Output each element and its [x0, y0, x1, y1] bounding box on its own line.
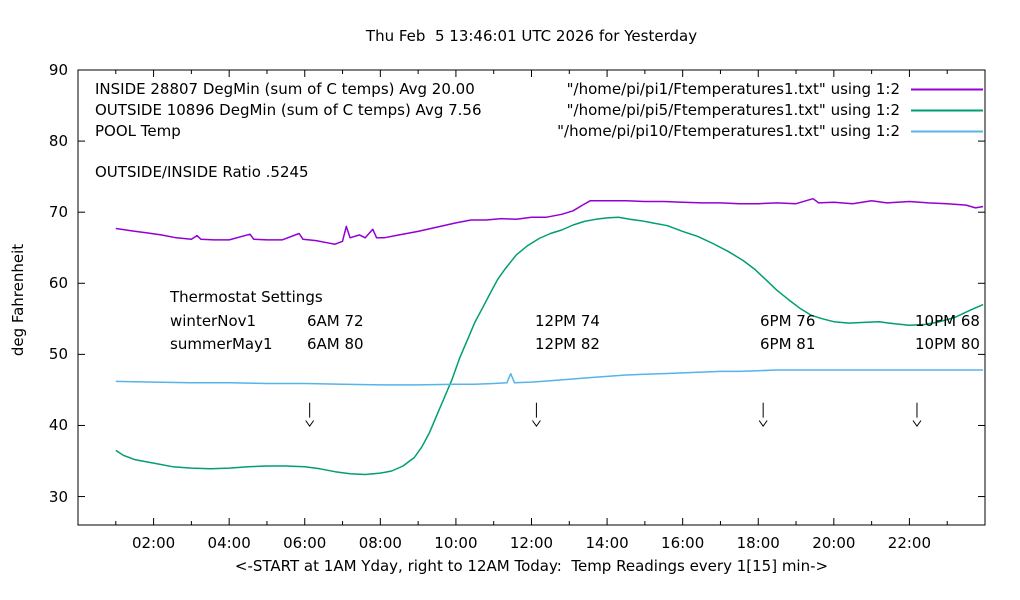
x-tick-label: 10:00 — [434, 534, 478, 552]
arrow-head-icon — [912, 420, 922, 428]
outside-inside-ratio: OUTSIDE/INSIDE Ratio .5245 — [95, 163, 309, 181]
y-tick-label: 30 — [48, 487, 68, 506]
thermostat-summer-10pm: 10PM 80 — [915, 335, 980, 353]
legend-file-inside: "/home/pi/pi1/Ftemperatures1.txt" using … — [566, 80, 900, 98]
legend-label-pool: POOL Temp — [95, 122, 181, 140]
series-line-outside — [115, 216, 984, 476]
legend-row-inside: INSIDE 28807 DegMin (sum of C temps) Avg… — [95, 81, 900, 98]
y-tick-label: 80 — [48, 132, 68, 151]
thermostat-winter-6am: 6AM 72 — [307, 312, 364, 330]
series-line-pool — [115, 369, 984, 386]
y-tick-label: 40 — [48, 416, 68, 435]
thermostat-summer-6pm: 6PM 81 — [760, 335, 816, 353]
y-tick-label: 50 — [48, 345, 68, 364]
thermostat-winter-name: winterNov1 — [170, 312, 257, 330]
legend-label-inside: INSIDE 28807 DegMin (sum of C temps) Avg… — [95, 80, 475, 98]
legend-row-outside: OUTSIDE 10896 DegMin (sum of C temps) Av… — [95, 102, 900, 119]
x-tick-label: 14:00 — [585, 534, 629, 552]
thermostat-summer-name: summerMay1 — [170, 335, 273, 353]
arrow-head-icon — [532, 420, 541, 428]
legend-file-outside: "/home/pi/pi5/Ftemperatures1.txt" using … — [566, 101, 900, 119]
y-tick-label: 60 — [48, 274, 68, 293]
thermostat-summer-12pm: 12PM 82 — [535, 335, 600, 353]
arrow-head-icon — [305, 420, 315, 428]
x-axis-label: <-START at 1AM Yday, right to 12AM Today… — [234, 557, 829, 575]
series-line-inside — [115, 197, 984, 245]
x-tick-label: 08:00 — [358, 534, 402, 552]
legend-row-pool: POOL Temp "/home/pi/pi10/Ftemperatures1.… — [95, 123, 900, 140]
chart-title: Thu Feb 5 13:46:01 UTC 2026 for Yesterda… — [365, 27, 698, 45]
y-tick-label: 90 — [48, 61, 68, 79]
thermostat-winter-6pm: 6PM 76 — [760, 312, 816, 330]
legend-label-outside: OUTSIDE 10896 DegMin (sum of C temps) Av… — [95, 101, 482, 119]
x-tick-label: 02:00 — [131, 534, 176, 552]
thermostat-heading: Thermostat Settings — [170, 288, 323, 306]
x-tick-label: 20:00 — [812, 534, 856, 552]
x-tick-label: 06:00 — [283, 534, 327, 552]
x-tick-label: 16:00 — [661, 534, 705, 552]
thermostat-winter-10pm: 10PM 68 — [915, 312, 980, 330]
x-tick-label: 04:00 — [207, 534, 251, 552]
x-tick-label: 18:00 — [736, 534, 780, 552]
x-tick-label: 22:00 — [887, 534, 932, 552]
legend-file-pool: "/home/pi/pi10/Ftemperatures1.txt" using… — [557, 122, 900, 140]
thermostat-summer-6am: 6AM 80 — [307, 335, 364, 353]
x-tick-label: 12:00 — [509, 534, 554, 552]
y-tick-label: 70 — [48, 203, 68, 222]
y-axis-label: deg Fahrenheit — [9, 243, 27, 357]
arrow-head-icon — [758, 420, 768, 428]
thermostat-winter-12pm: 12PM 74 — [535, 312, 600, 330]
